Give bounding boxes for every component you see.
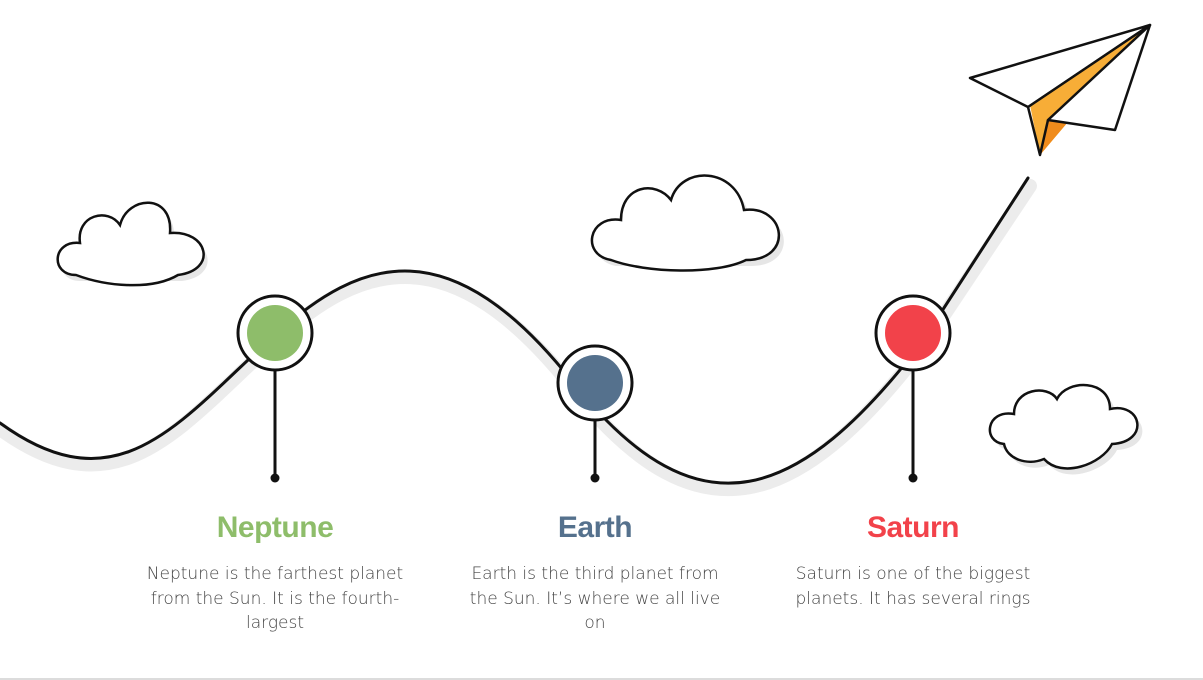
map-pin-icon [874, 294, 952, 483]
milestone-desc-earth: Earth is the third planet from the Sun. … [469, 564, 721, 633]
pin-dot-saturn [885, 305, 941, 361]
pin-dot-neptune [247, 305, 303, 361]
paper-plane-icon [968, 23, 1152, 157]
milestone-desc-saturn: Saturn is one of the biggest planets. It… [795, 564, 1031, 609]
map-pin-icon [556, 344, 634, 483]
milestone-desc-neptune: Neptune is the farthest planet from the … [146, 564, 404, 633]
timeline-path [0, 176, 1030, 485]
map-pin-icon [236, 294, 314, 483]
path-shadow [0, 179, 1037, 497]
cloud-icon [988, 383, 1143, 475]
cloud-icon [590, 174, 784, 272]
pin-dot-earth [567, 355, 623, 411]
milestone-title-saturn: Saturn [866, 511, 960, 544]
milestone-title-neptune: Neptune [216, 511, 334, 544]
milestone-title-earth: Earth [557, 511, 633, 544]
bottom-divider [0, 678, 1203, 680]
cloud-icon [56, 201, 208, 287]
